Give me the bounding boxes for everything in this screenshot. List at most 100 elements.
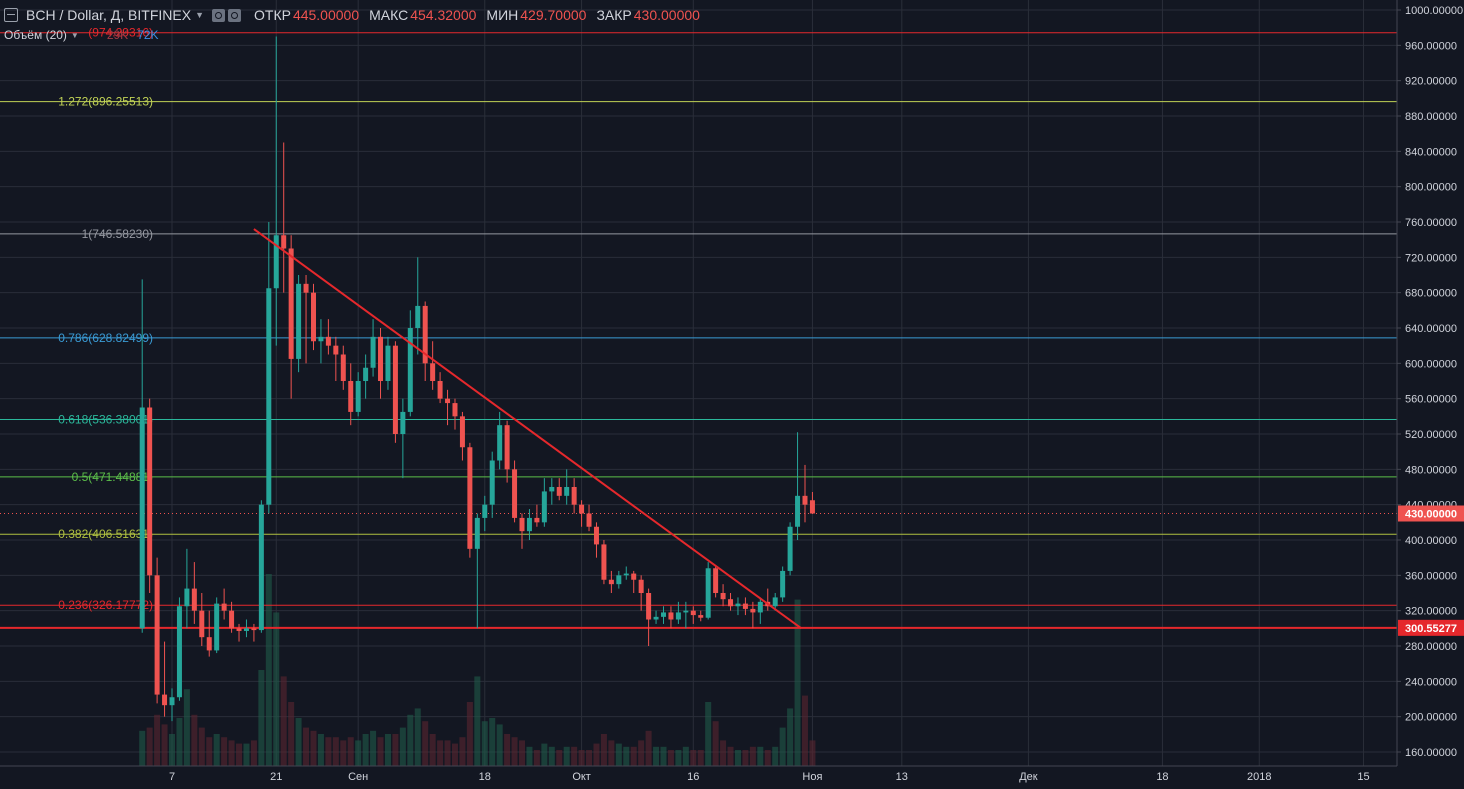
candle-body (735, 603, 741, 607)
candle-body (415, 305, 421, 328)
candle-body (221, 603, 227, 611)
volume-bar (690, 750, 697, 766)
volume-bar (794, 599, 801, 766)
price-tick-label: 480.00000 (1405, 464, 1457, 476)
fibonacci-retracement[interactable]: 1.272(896.25513) 1(746.58230) 0.786(628.82… (0, 26, 1397, 613)
time-tick-label: 15 (1357, 771, 1369, 783)
volume-bar (169, 734, 175, 766)
volume-bar (303, 727, 310, 766)
candle-body (549, 487, 555, 492)
chevron-down-icon[interactable]: ▼ (70, 30, 79, 40)
candle-body (296, 283, 302, 359)
candle-body (683, 610, 689, 613)
volume-bar (541, 743, 548, 766)
candle-body (139, 407, 145, 629)
volume-bar (236, 743, 243, 766)
candle-body (787, 526, 793, 571)
candle-body (757, 601, 763, 613)
volume-bar (273, 612, 280, 766)
volume-bar (407, 714, 414, 766)
volume-bar (377, 737, 384, 766)
settings-icon[interactable] (212, 8, 225, 22)
price-tick-label: 600.00000 (1405, 358, 1457, 370)
volume-bar (787, 708, 794, 766)
candle-body (325, 336, 331, 346)
candle-body (467, 447, 473, 549)
symbol-title[interactable]: BCH / Dollar, Д, BITFINEX (26, 7, 192, 23)
candle-body (288, 248, 294, 359)
candle-body (616, 575, 622, 585)
trendline[interactable] (253, 228, 802, 630)
candle-body (780, 570, 786, 598)
candle-body (646, 593, 652, 620)
candle-body (720, 593, 726, 600)
candle-body (407, 328, 413, 412)
volume-bar (526, 746, 533, 766)
time-tick-label: 2018 (1247, 771, 1271, 783)
close-label: ЗАКР (596, 7, 632, 23)
candle-body (534, 517, 540, 523)
volume-bar (757, 746, 764, 766)
candle-body (258, 504, 264, 631)
price-tick-label: 960.00000 (1405, 40, 1457, 52)
candle-body (236, 628, 242, 631)
volume-bar (221, 737, 228, 766)
candle-body (742, 603, 748, 609)
fib-level-label: 0.382(406.51631) (58, 527, 153, 541)
chevron-down-icon[interactable]: ▼ (195, 10, 204, 20)
price-tick-label: 560.00000 (1405, 394, 1457, 406)
menu-icon[interactable] (4, 8, 18, 22)
candle-body (526, 517, 532, 532)
price-tick-label: 880.00000 (1405, 111, 1457, 123)
volume-bar (705, 702, 712, 766)
volume-bar (466, 702, 473, 766)
volume-bar (720, 740, 727, 766)
symbol-header: BCH / Dollar, Д, BITFINEX ▼ ОТКР 445.000… (4, 5, 700, 25)
volume-bar (288, 702, 295, 766)
volume-bar (660, 746, 667, 766)
volume-bar (623, 746, 630, 766)
volume-bar (638, 740, 645, 766)
candle-body (199, 610, 205, 638)
time-axis[interactable]: 7 21 Сен 18 Окт 16 Ноя 13 Дек 18 2018 15 (0, 765, 1397, 789)
trendline-stroke[interactable] (253, 228, 802, 630)
price-tick-label: 160.00000 (1405, 747, 1457, 759)
compare-icon[interactable] (228, 8, 241, 22)
volume-bar (578, 750, 585, 766)
support-price-label: 300.55277 (1405, 623, 1457, 635)
candle-body (206, 637, 212, 651)
volume-label[interactable]: Объём (20) (4, 28, 67, 42)
volume-bar (571, 746, 578, 766)
volume-legend[interactable]: Объём (20) ▼ 29K 72K (4, 28, 159, 42)
high-label: МАКС (369, 7, 409, 23)
price-tick-label: 520.00000 (1405, 429, 1457, 441)
candlestick-series (139, 36, 815, 722)
volume-bar (667, 750, 674, 766)
price-tick-label: 280.00000 (1405, 641, 1457, 653)
candle-body (623, 573, 629, 576)
candle-body (251, 628, 257, 631)
volume-bars (139, 574, 816, 766)
candle-body (229, 610, 235, 629)
candle-body (340, 354, 346, 381)
price-axis[interactable]: 160.00000 200.00000 240.00000 280.00000 320.… (1396, 0, 1464, 789)
time-tick-label: Ноя (802, 771, 822, 783)
volume-bar (675, 750, 682, 766)
candle-body (147, 407, 153, 576)
volume-bar (146, 727, 153, 766)
volume-down-value: 29K (106, 28, 129, 42)
volume-bar (809, 740, 816, 766)
volume-bar (325, 737, 332, 766)
volume-bar (600, 734, 607, 766)
candle-body (698, 615, 704, 618)
fib-level-label: (974.29316) (88, 26, 153, 40)
candle-body (728, 599, 734, 607)
candle-body (303, 283, 309, 293)
candle-body (400, 411, 406, 434)
volume-bar (697, 750, 704, 766)
candle-body (579, 504, 585, 514)
time-tick-label: 18 (479, 771, 491, 783)
candle-body (273, 235, 279, 289)
volume-bar (213, 734, 220, 766)
